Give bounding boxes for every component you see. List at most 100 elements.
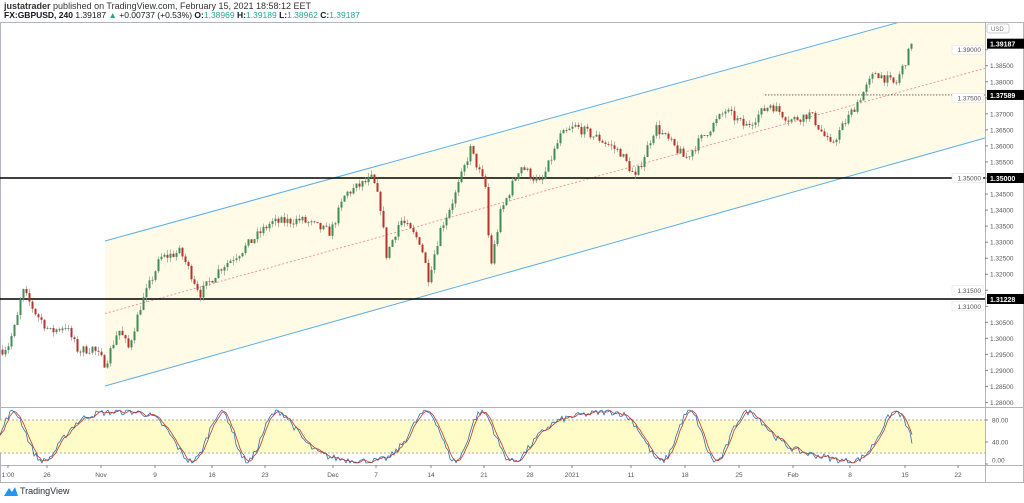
candle-body	[268, 223, 271, 229]
candle-body	[76, 339, 79, 352]
candle-body	[754, 122, 757, 125]
candle-body	[844, 123, 847, 125]
price-label-box	[987, 294, 1024, 305]
candle-body	[490, 235, 493, 264]
candle-body	[19, 299, 22, 316]
channel-median-line	[104, 67, 986, 314]
candle-body	[400, 220, 403, 226]
candle-body	[832, 141, 835, 143]
candle-body	[322, 225, 325, 230]
high-value: 1.39189	[245, 10, 277, 20]
candle-body	[25, 289, 28, 294]
candle-body	[751, 124, 754, 126]
candle-body	[703, 135, 706, 136]
channel-upper-line	[104, 23, 899, 242]
candle-body	[802, 114, 805, 122]
candle-body	[394, 236, 397, 241]
candle-body	[853, 109, 856, 112]
candle-body	[670, 138, 673, 140]
candle-body	[361, 181, 364, 187]
candle-body	[793, 117, 796, 120]
candle-body	[496, 232, 499, 245]
candle-body	[838, 130, 841, 140]
candle-body	[535, 178, 538, 181]
stoch-d-line	[0, 409, 913, 464]
candle-body	[625, 154, 628, 162]
candle-body	[784, 117, 787, 121]
price-tick-label: 1.38500	[990, 63, 1014, 70]
candle-body	[886, 75, 889, 83]
candle-body	[421, 244, 424, 253]
open-label: O:	[194, 10, 204, 20]
price-label-box	[987, 38, 1024, 49]
candle-body	[769, 105, 772, 108]
candle-body	[883, 75, 886, 83]
tradingview-logo[interactable]: TradingView	[4, 486, 70, 496]
branding-text: TradingView	[20, 486, 70, 496]
candle-body	[88, 352, 91, 354]
candle-body	[682, 148, 685, 157]
symbol[interactable]: FX:GBPUSD, 240	[4, 10, 73, 20]
candle-body	[442, 225, 445, 228]
candle-body	[247, 239, 250, 246]
time-tick-label: 26	[43, 472, 51, 479]
candle-body	[694, 150, 697, 152]
candle-body	[520, 167, 523, 174]
candle-body	[283, 217, 286, 223]
candle-body	[757, 114, 760, 123]
candle-body	[577, 124, 580, 127]
time-tick-label: 15	[901, 472, 909, 479]
candle-body	[397, 225, 400, 237]
candle-body	[358, 183, 361, 187]
price-tick-label: 1.29500	[990, 352, 1014, 359]
candle-body	[163, 254, 166, 257]
candle-body	[157, 259, 160, 272]
candle-body	[310, 221, 313, 223]
candle-body	[313, 221, 316, 223]
candle-body	[259, 231, 262, 234]
time-tick-label: 2021	[565, 472, 580, 479]
channel-lower-line	[104, 137, 986, 387]
candle-body	[262, 226, 265, 234]
candle-body	[367, 176, 370, 183]
candle-body	[739, 118, 742, 120]
price-label-box	[987, 173, 1024, 183]
candle-body	[7, 346, 10, 351]
price-label: 1.37589	[990, 93, 1015, 100]
price-tick-label: 1.30500	[990, 320, 1014, 327]
candle-body	[61, 328, 64, 331]
price-tick-label-bg	[951, 173, 984, 183]
candle-body	[589, 128, 592, 138]
candle-body	[154, 271, 157, 280]
candle-body	[817, 125, 820, 130]
candle-body	[79, 351, 82, 353]
candle-body	[841, 123, 844, 131]
candle-body	[307, 222, 310, 224]
candle-body	[289, 218, 292, 224]
candle-body	[28, 293, 31, 302]
candle-body	[508, 195, 511, 199]
candle-body	[616, 148, 619, 150]
time-tick-label: 16	[208, 472, 216, 479]
time-tick-label: Dec	[327, 472, 339, 479]
candle-body	[622, 154, 625, 157]
candle-body	[121, 330, 124, 336]
candle-body	[547, 160, 550, 172]
candle-body	[787, 120, 790, 122]
price-tick-label: 1.36000	[990, 143, 1014, 150]
candle-body	[439, 227, 442, 247]
time-tick-label: 25	[735, 472, 743, 479]
candle-body	[634, 171, 637, 175]
author[interactable]: justatrader	[4, 1, 51, 11]
candle-body	[709, 131, 712, 136]
candle-body	[904, 65, 907, 67]
candle-body	[526, 168, 529, 170]
candle-body	[448, 209, 451, 218]
close-label: C:	[320, 10, 330, 20]
candle-body	[112, 344, 115, 349]
low-value: 1.38962	[287, 10, 318, 20]
candle-body	[133, 331, 136, 341]
candle-body	[280, 217, 283, 223]
candle-body	[325, 225, 328, 227]
